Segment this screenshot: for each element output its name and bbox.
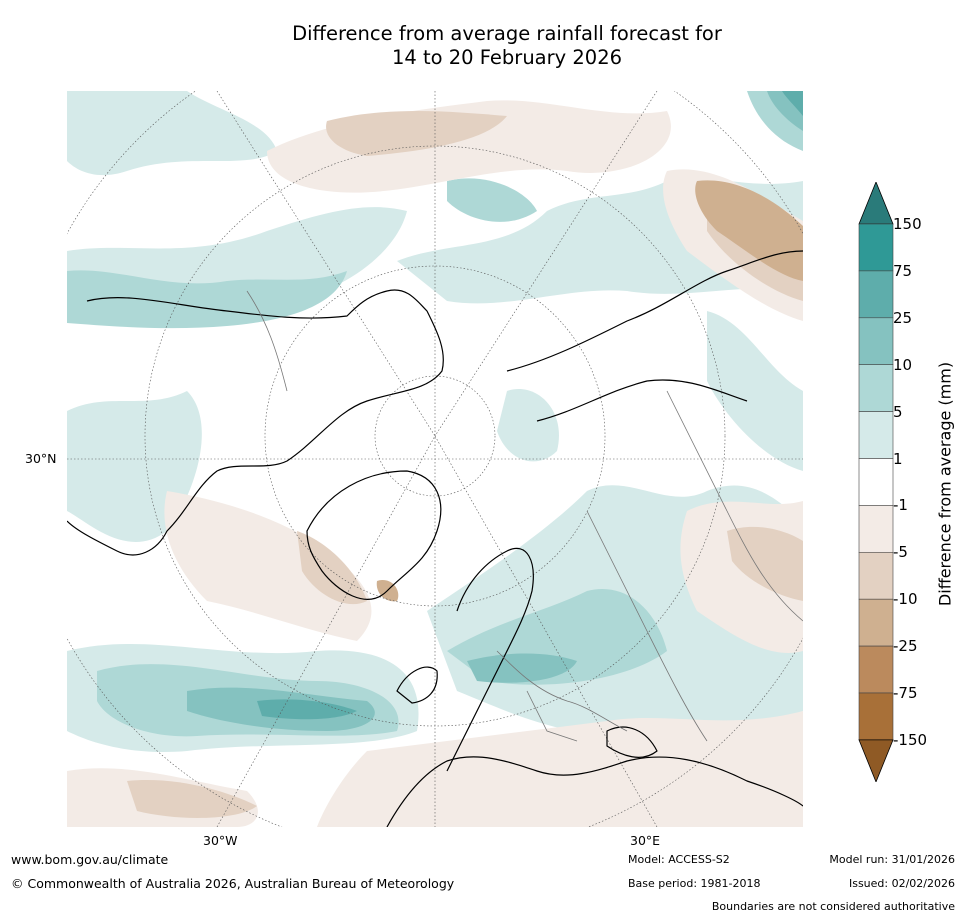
colorbar-segment bbox=[858, 364, 894, 412]
model-run-date: Model run: 31/01/2026 bbox=[829, 853, 955, 866]
country-borders bbox=[246, 290, 803, 742]
graticule bbox=[67, 91, 803, 827]
colorbar-tick-label: -150 bbox=[893, 730, 928, 749]
colorbar-tick-label: 10 bbox=[893, 355, 913, 374]
colorbar-tick-label: -1 bbox=[893, 496, 908, 515]
colorbar-tick-label: -5 bbox=[893, 543, 908, 562]
colorbar-segment bbox=[858, 505, 894, 553]
title-line-1: Difference from average rainfall forecas… bbox=[292, 22, 722, 45]
colorbar-title: Difference from average (mm) bbox=[935, 361, 955, 607]
colorbar-segment bbox=[858, 317, 894, 366]
lon-label-30w: 30°W bbox=[203, 833, 238, 848]
wet-anomaly-heavy bbox=[257, 91, 803, 720]
coastlines bbox=[67, 250, 803, 827]
colorbar-tick-label: 150 bbox=[893, 215, 922, 233]
colorbar-tick-label: -25 bbox=[893, 637, 918, 656]
colorbar bbox=[858, 182, 894, 782]
lat-label-30n: 30°N bbox=[25, 451, 57, 466]
colorbar-segment bbox=[858, 458, 894, 506]
title-line-2: 14 to 20 February 2026 bbox=[391, 46, 623, 69]
map-title: Difference from average rainfall forecas… bbox=[0, 22, 965, 70]
rainfall-anomaly-map bbox=[67, 91, 803, 827]
colorbar-arrow-top bbox=[858, 182, 894, 225]
colorbar-tick-label: 1 bbox=[893, 449, 903, 468]
boundaries-disclaimer: Boundaries are not considered authoritat… bbox=[711, 900, 955, 913]
colorbar-segment bbox=[858, 270, 894, 319]
website-link[interactable]: www.bom.gov.au/climate bbox=[11, 852, 169, 867]
lon-label-30e: 30°E bbox=[630, 833, 661, 848]
copyright-text: © Commonwealth of Australia 2026, Austra… bbox=[11, 876, 455, 891]
colorbar-segment bbox=[858, 411, 894, 459]
colorbar-segment bbox=[858, 692, 894, 741]
colorbar-tick-label: -10 bbox=[893, 590, 918, 609]
colorbar-segment bbox=[858, 223, 894, 272]
colorbar-segment bbox=[858, 645, 894, 694]
colorbar-arrow-bottom bbox=[858, 739, 894, 782]
model-name: Model: ACCESS-S2 bbox=[628, 853, 730, 866]
colorbar-tick-label: 5 bbox=[893, 402, 903, 421]
issued-date: Issued: 02/02/2026 bbox=[848, 877, 955, 890]
colorbar-tick-label: 75 bbox=[893, 261, 913, 280]
colorbar-tick-label: 25 bbox=[893, 308, 913, 327]
colorbar-segment bbox=[858, 551, 894, 600]
base-period: Base period: 1981-2018 bbox=[628, 877, 761, 890]
colorbar-tick-label: -75 bbox=[893, 684, 918, 702]
colorbar-segment bbox=[858, 598, 894, 647]
